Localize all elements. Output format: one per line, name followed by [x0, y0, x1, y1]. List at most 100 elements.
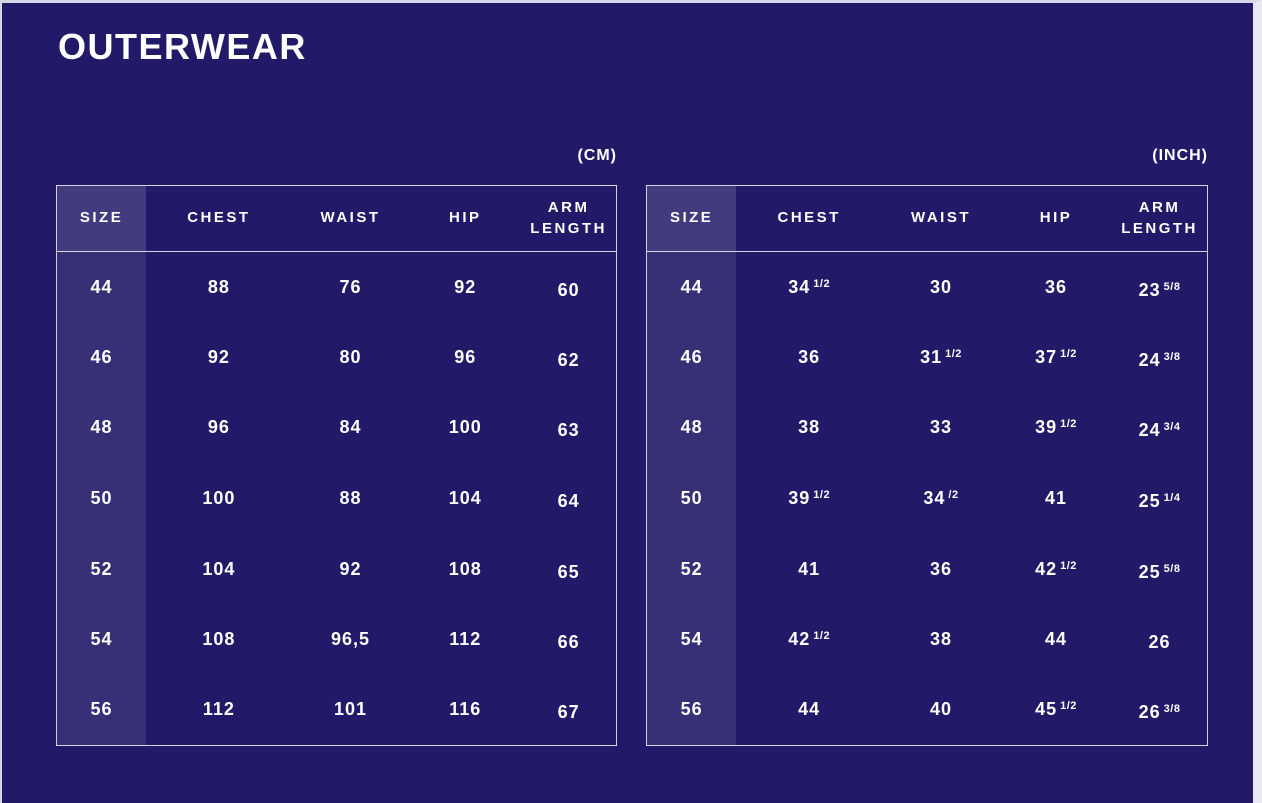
fraction: 1/2 [945, 347, 962, 360]
cell-value: 41 [798, 558, 821, 579]
cell-size: 52 [646, 533, 737, 605]
cell-value: 63 [557, 420, 580, 441]
cell-value: 34/2 [923, 487, 959, 508]
cell-value: 42 1/2 [1035, 558, 1077, 579]
fraction: 1/2 [1060, 559, 1077, 572]
column-header-arm-length: ARM LENGTH [521, 185, 617, 252]
cell-value: 96 [207, 417, 230, 438]
cell-value: 104 [202, 558, 236, 579]
fraction: 1/4 [1163, 491, 1181, 504]
column-header-hip: HIP [999, 185, 1113, 252]
cell-arm-length: 64 [521, 463, 616, 534]
cell-value: 116 [449, 699, 482, 720]
table-row: 56 44 40 45 1/2 26 3/8 [646, 674, 1208, 746]
cell-value: 108 [202, 629, 236, 650]
cell-value: 25 1/4 [1138, 490, 1181, 511]
cell-chest: 36 [736, 322, 882, 393]
cell-hip: 112 [409, 604, 521, 675]
cell-size: 46 [56, 322, 147, 393]
column-header-arm-length: ARM LENGTH [1112, 185, 1208, 252]
table-row: 44 34 1/2 30 36 23 5/8 [646, 251, 1208, 323]
cell-value: 92 [454, 276, 477, 297]
page-title: OUTERWEAR [58, 26, 307, 67]
cell-hip: 108 [409, 534, 521, 605]
cell-value: 65 [557, 561, 580, 582]
fraction: /2 [948, 488, 959, 501]
cell-hip: 37 1/2 [1000, 322, 1112, 393]
cell-chest: 38 [736, 393, 882, 464]
cell-value: 46 [680, 346, 703, 367]
cell-size: 48 [646, 392, 737, 464]
cell-size: 50 [646, 463, 737, 534]
cell-value: 48 [680, 417, 703, 438]
column-header-size: SIZE [646, 185, 737, 252]
cell-chest: 34 1/2 [736, 252, 882, 323]
cell-arm-length: 26 3/8 [1112, 675, 1207, 746]
cell-value: 37 1/2 [1035, 346, 1077, 367]
cell-waist: 30 [882, 252, 1000, 323]
column-header-chest: CHEST [736, 185, 883, 252]
cell-value: 108 [448, 558, 482, 579]
cell-waist: 96,5 [292, 604, 410, 675]
cell-value: 30 [929, 276, 953, 297]
cell-chest: 41 [736, 534, 882, 605]
fraction: 5/8 [1163, 562, 1181, 575]
column-header-hip: HIP [409, 185, 522, 252]
cell-waist: 80 [292, 322, 410, 393]
size-table-cm: SIZE CHEST WAIST HIP ARM LENGTH 44 88 76 92 60 46… [56, 185, 617, 746]
table-row: 48 38 33 39 1/2 24 3/4 [646, 392, 1208, 464]
cell-value: 45 1/2 [1035, 699, 1077, 720]
fraction: 3/8 [1163, 703, 1181, 716]
cell-hip: 100 [409, 393, 521, 464]
cell-value: 56 [90, 699, 113, 720]
cell-value: 80 [339, 346, 362, 367]
cell-chest: 100 [146, 463, 292, 534]
cell-waist: 88 [292, 463, 410, 534]
cell-waist: 31 1/2 [882, 322, 1000, 393]
table-header-row: SIZE CHEST WAIST HIP ARM LENGTH [56, 185, 617, 252]
cell-chest: 108 [146, 604, 292, 675]
cell-size: 46 [646, 322, 737, 393]
fraction: 1/2 [1060, 700, 1077, 713]
cell-value: 52 [680, 558, 703, 579]
cell-value: 66 [557, 632, 580, 653]
column-header-size: SIZE [56, 185, 147, 252]
cell-hip: 44 [1000, 604, 1112, 675]
table-row: 50 100 88 104 64 [56, 463, 617, 534]
cell-arm-length: 60 [521, 252, 616, 323]
cell-value: 25 5/8 [1138, 561, 1181, 582]
cell-value: 112 [202, 699, 235, 720]
cell-value: 48 [90, 417, 113, 438]
cell-value: 64 [557, 490, 580, 511]
unit-label-inch: (INCH) [1152, 147, 1208, 164]
table-row: 48 96 84 100 63 [56, 392, 617, 464]
cell-arm-length: 25 5/8 [1112, 534, 1207, 605]
cell-size: 50 [56, 463, 147, 534]
cell-size: 44 [646, 251, 737, 323]
cell-value: 39 1/2 [788, 487, 831, 508]
cell-value: 44 [90, 276, 113, 297]
cell-value: 44 [680, 276, 703, 297]
cell-hip: 42 1/2 [1000, 534, 1112, 605]
cell-arm-length: 24 3/8 [1112, 322, 1207, 393]
cell-value: 54 [90, 629, 113, 650]
cell-hip: 39 1/2 [1000, 393, 1112, 464]
cell-value: 50 [680, 487, 703, 508]
cell-value: 100 [448, 417, 482, 438]
cell-value: 44 [798, 699, 821, 720]
cell-value: 31 1/2 [920, 346, 962, 367]
cell-value: 96 [454, 346, 477, 367]
table-row: 46 36 31 1/2 37 1/2 24 3/8 [646, 322, 1208, 393]
cell-hip: 36 [1000, 252, 1112, 323]
fraction: 1/2 [813, 277, 831, 290]
cell-arm-length: 25 1/4 [1112, 463, 1207, 534]
cell-waist: 76 [292, 252, 410, 323]
cell-size: 56 [56, 674, 147, 746]
cell-value: 62 [557, 349, 580, 370]
cell-chest: 39 1/2 [736, 463, 882, 534]
cell-value: 26 [1148, 632, 1171, 653]
table-row: 52 41 36 42 1/2 25 5/8 [646, 533, 1208, 605]
cell-value: 26 3/8 [1138, 702, 1181, 723]
cell-hip: 41 [1000, 463, 1112, 534]
